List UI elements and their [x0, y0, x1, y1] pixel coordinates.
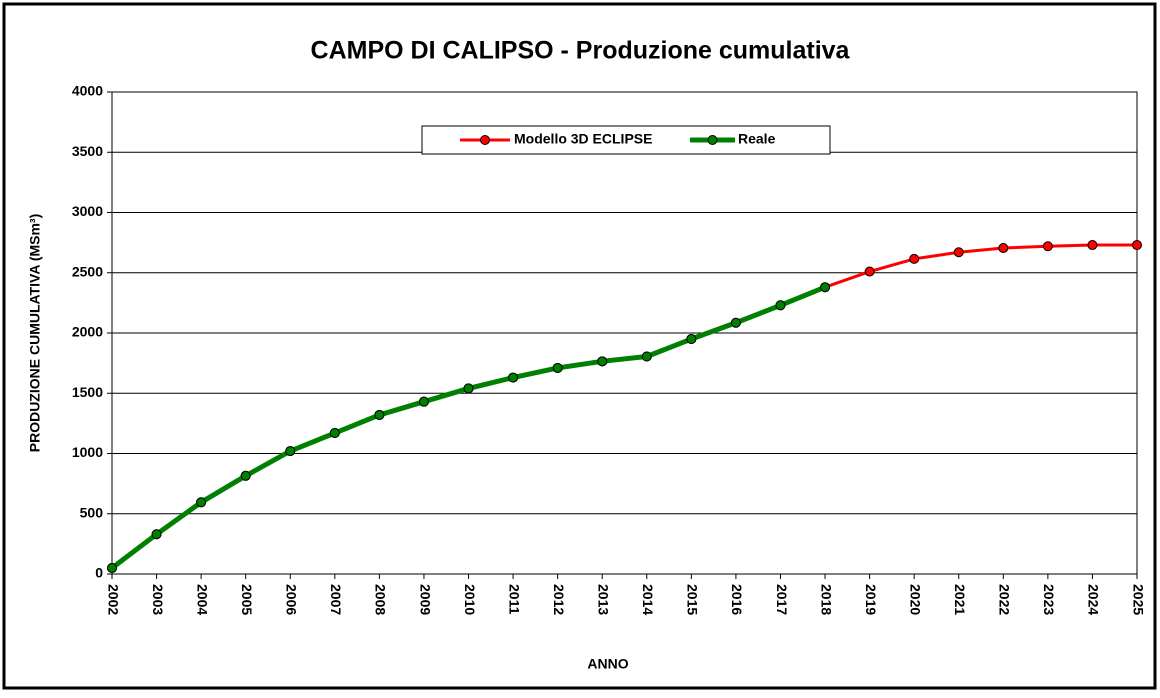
data-point: [1087, 240, 1098, 251]
y-tick-label: 2500: [72, 263, 103, 279]
y-tick-label: 1000: [72, 444, 103, 460]
x-tick-label: 2012: [551, 584, 567, 615]
data-point: [909, 253, 920, 264]
y-axis-label: PRODUZIONE CUMULATIVA (MSm³): [27, 214, 43, 453]
x-tick-label: 2016: [729, 584, 745, 615]
legend-marker: [707, 135, 718, 145]
x-tick-label: 2023: [1041, 584, 1057, 615]
x-tick-label: 2018: [818, 584, 834, 615]
data-point: [552, 362, 563, 373]
data-point: [329, 428, 340, 439]
data-point: [1132, 240, 1142, 251]
x-tick-label: 2010: [462, 584, 478, 615]
x-tick-label: 2002: [105, 584, 121, 615]
x-tick-label: 2006: [284, 584, 300, 615]
legend-label: Reale: [738, 131, 776, 147]
x-tick-label: 2024: [1086, 584, 1102, 615]
data-point: [864, 266, 875, 277]
x-tick-label: 2015: [685, 584, 701, 615]
x-tick-label: 2017: [774, 584, 790, 615]
data-point: [508, 372, 519, 383]
data-point: [374, 409, 385, 420]
y-tick-label: 3500: [72, 143, 103, 159]
x-tick-label: 2004: [194, 584, 210, 615]
y-tick-label: 0: [95, 565, 103, 581]
data-point: [1042, 241, 1053, 252]
legend-marker: [480, 135, 490, 145]
data-point: [820, 282, 831, 293]
x-tick-label: 2007: [328, 584, 344, 615]
x-axis-label: ANNO: [587, 656, 628, 672]
data-point: [730, 317, 741, 328]
chart-title: CAMPO DI CALIPSO - Produzione cumulativa: [311, 37, 851, 65]
y-tick-label: 3000: [72, 203, 103, 219]
x-tick-label: 2020: [907, 584, 923, 615]
y-tick-label: 1500: [72, 384, 103, 400]
data-point: [641, 351, 652, 362]
x-tick-label: 2019: [863, 584, 879, 615]
plot: 0 500 1000 1500 2000 2500 3000 3500 4000 2002 2003…: [72, 83, 1146, 616]
data-point: [240, 470, 251, 481]
data-point: [151, 529, 162, 540]
x-tick-label: 2025: [1130, 584, 1146, 615]
x-tick-label: 2011: [506, 584, 522, 615]
data-point: [107, 562, 117, 573]
data-point: [418, 396, 429, 407]
data-point: [953, 247, 964, 258]
data-point: [775, 300, 786, 311]
y-tick-label: 500: [80, 504, 104, 520]
y-tick-label: 4000: [72, 83, 103, 99]
x-tick-label: 2014: [640, 584, 656, 615]
x-tick-label: 2022: [997, 584, 1013, 615]
data-point: [597, 356, 608, 367]
legend-label: Modello 3D ECLIPSE: [514, 131, 652, 147]
x-tick-label: 2009: [417, 584, 433, 615]
data-point: [686, 334, 697, 345]
x-tick-label: 2005: [239, 584, 255, 615]
y-tick-label: 2000: [72, 324, 103, 340]
x-tick-label: 2013: [596, 584, 612, 615]
data-point: [463, 383, 474, 394]
x-tick-label: 2021: [952, 584, 968, 615]
data-point: [196, 497, 207, 508]
x-tick-label: 2003: [150, 584, 166, 615]
data-point: [998, 243, 1009, 254]
data-point: [285, 446, 296, 457]
x-tick-label: 2008: [373, 584, 389, 615]
